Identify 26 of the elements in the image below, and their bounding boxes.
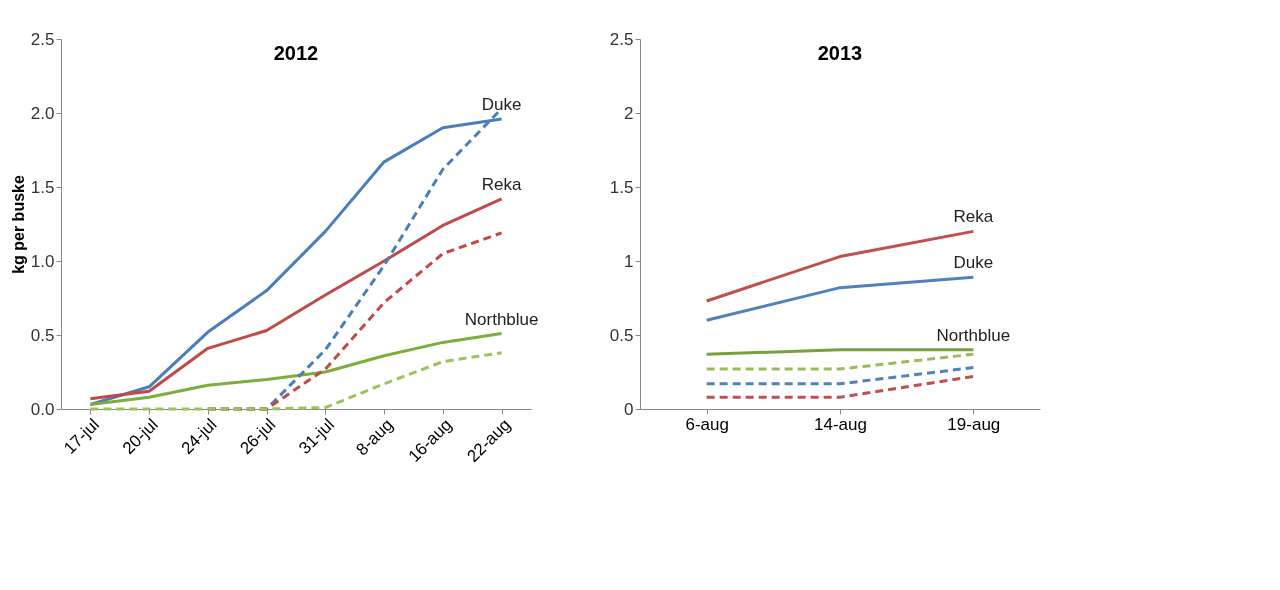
line-series (88, 351, 504, 411)
series-label: Northblue (464, 309, 539, 329)
series-label: Duke (481, 94, 522, 114)
y-tick-label: 1.5 (609, 177, 634, 197)
series-label: Reka (953, 207, 994, 227)
line-series (88, 332, 504, 407)
x-tick-label: 19-aug (947, 414, 1001, 434)
y-tick-label: 0.5 (30, 325, 55, 345)
chart-title: 2012 (273, 42, 319, 64)
y-tick-label: 1 (624, 251, 634, 271)
y-tick-label: 0.0 (30, 399, 55, 419)
y-tick-label: 1.0 (30, 251, 55, 271)
x-tick-label: 14-aug (814, 414, 867, 434)
series-label: Reka (481, 174, 523, 194)
y-tick-label: 1.5 (30, 177, 55, 197)
y-axis-title: kg per buske (9, 175, 27, 274)
y-tick-label: 2.5 (609, 29, 634, 49)
y-tick-label: 2 (624, 103, 634, 123)
y-tick-label: 0 (624, 399, 634, 419)
x-tick-label: 6-aug (685, 414, 729, 434)
y-tick-label: 2.0 (30, 103, 55, 123)
y-tick-label: 2.5 (30, 29, 55, 49)
y-tick-label: 0.5 (609, 325, 634, 345)
chart-title: 2013 (817, 42, 863, 64)
series-label: Northblue (936, 325, 1011, 345)
series-label: Duke (953, 253, 994, 273)
